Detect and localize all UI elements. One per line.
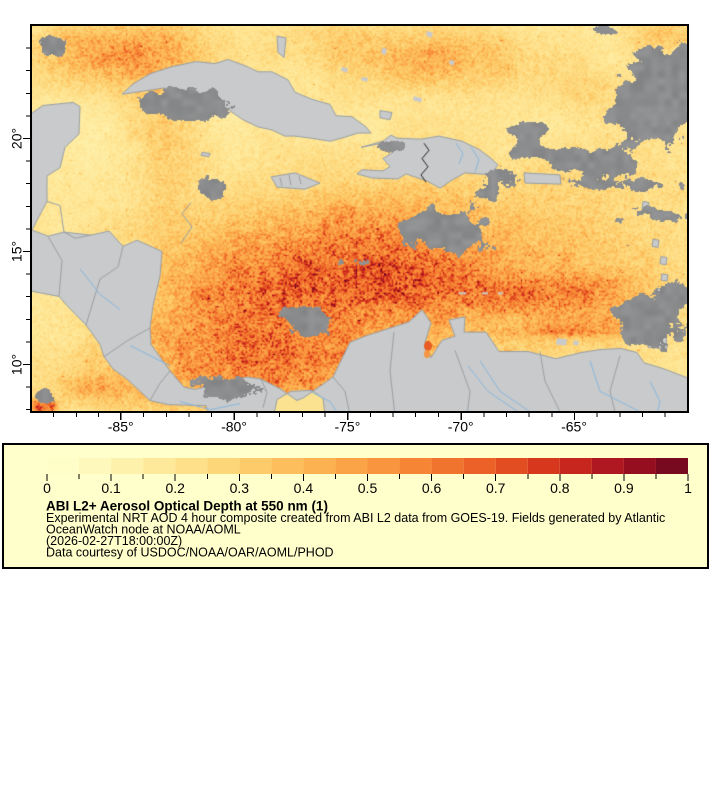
svg-text:0.1: 0.1 [101, 480, 121, 496]
svg-text:0.5: 0.5 [358, 480, 378, 496]
svg-text:10°: 10° [9, 354, 25, 375]
svg-text:ABI L2+ Aerosol Optical Depth: ABI L2+ Aerosol Optical Depth at 550 nm … [46, 499, 328, 514]
svg-text:-80°: -80° [221, 419, 247, 435]
svg-text:-75°: -75° [334, 419, 360, 435]
svg-text:OceanWatch node at NOAA/AOML: OceanWatch node at NOAA/AOML [46, 523, 241, 537]
svg-text:0.8: 0.8 [550, 480, 570, 496]
svg-text:0.7: 0.7 [486, 480, 506, 496]
svg-text:0.2: 0.2 [165, 480, 185, 496]
svg-text:-85°: -85° [108, 419, 134, 435]
svg-text:-65°: -65° [561, 419, 587, 435]
svg-text:20°: 20° [9, 128, 25, 149]
svg-text:Experimental NRT AOD 4 hour co: Experimental NRT AOD 4 hour composite cr… [46, 511, 665, 525]
svg-text:15°: 15° [9, 241, 25, 262]
svg-text:0.6: 0.6 [422, 480, 442, 496]
svg-text:0.3: 0.3 [230, 480, 250, 496]
svg-text:1: 1 [684, 480, 692, 496]
svg-text:0.9: 0.9 [614, 480, 634, 496]
svg-text:Data courtesy of USDOC/NOAA/OA: Data courtesy of USDOC/NOAA/OAR/AOML/PHO… [46, 546, 334, 560]
svg-text:-70°: -70° [448, 419, 474, 435]
svg-text:0.4: 0.4 [294, 480, 314, 496]
svg-text:0: 0 [43, 480, 51, 496]
svg-text:(2026-02-27T18:00:00Z): (2026-02-27T18:00:00Z) [46, 534, 182, 548]
